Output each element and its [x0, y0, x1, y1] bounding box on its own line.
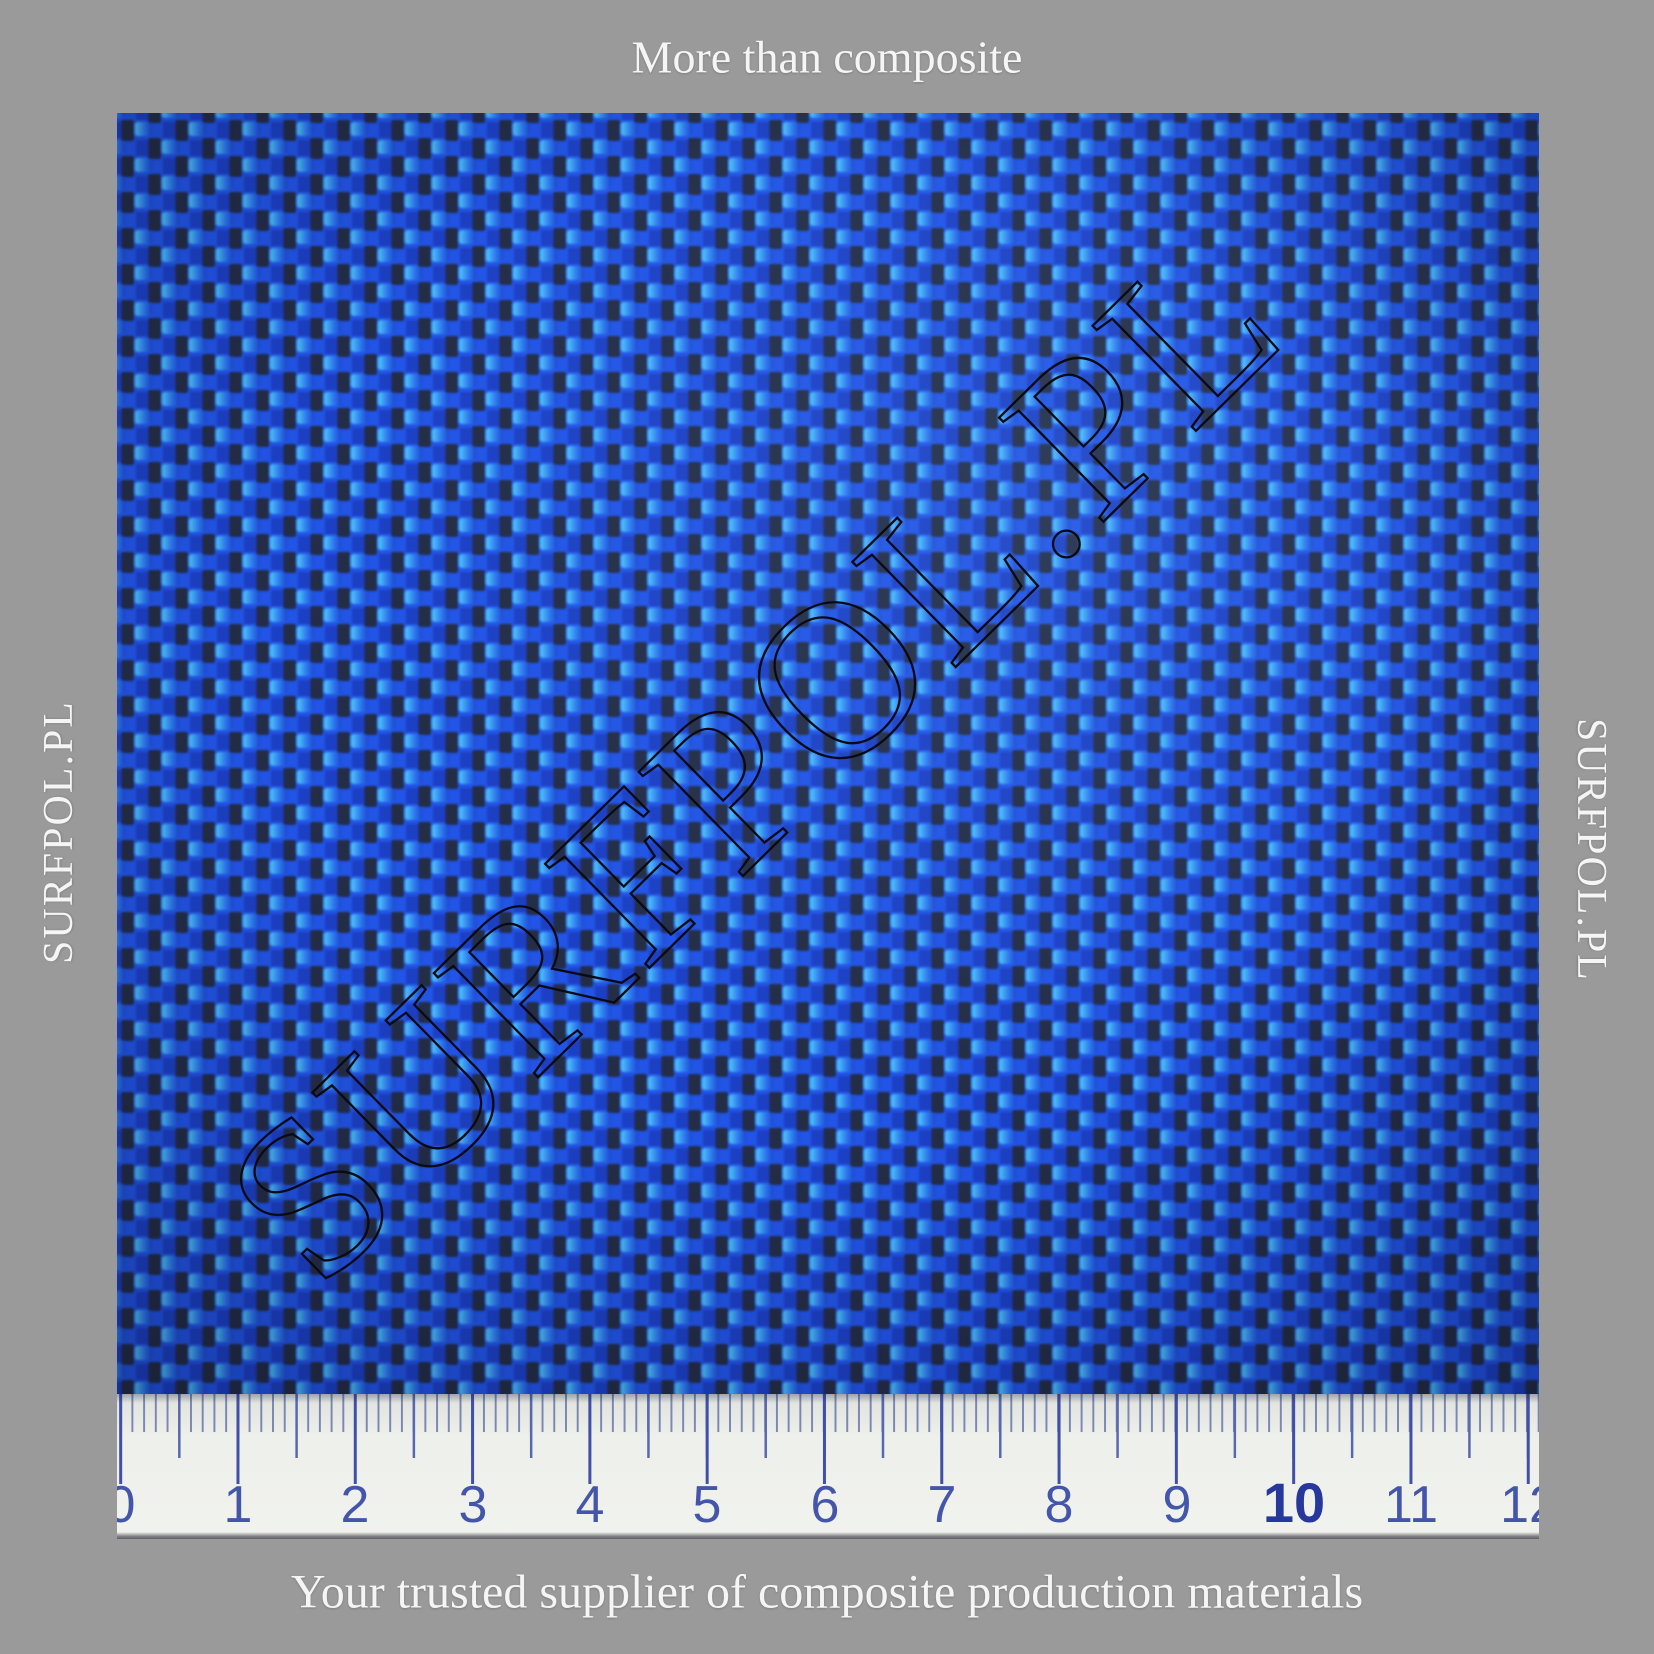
ruler-number-8: 8	[1044, 1476, 1074, 1534]
ruler-number-2: 2	[340, 1476, 370, 1534]
ruler-number-9: 9	[1162, 1476, 1192, 1534]
ruler-number-12: 12	[1500, 1476, 1539, 1534]
vignette	[117, 113, 1539, 1394]
ruler-number-3: 3	[458, 1476, 488, 1534]
fabric-weave: SURFPOL.PL	[117, 113, 1539, 1394]
ruler-number-11: 11	[1384, 1476, 1438, 1534]
ruler-number-5: 5	[692, 1476, 722, 1534]
ruler-number-1: 1	[223, 1476, 253, 1534]
bottom-tagline: Your trusted supplier of composite produ…	[290, 1565, 1364, 1619]
ruler-number-6: 6	[810, 1476, 840, 1534]
ruler-number-7: 7	[927, 1476, 957, 1534]
ruler-number-4: 4	[575, 1476, 605, 1534]
fabric-photo: SURFPOL.PL 0 1 2 3 4 5 6 7 8 9 10 11 12	[117, 113, 1539, 1539]
side-label-right: SURFPOL.PL	[1568, 718, 1614, 982]
top-tagline: More than composite	[631, 31, 1023, 83]
ruler-number-10: 10	[1262, 1471, 1326, 1534]
ruler: 0 1 2 3 4 5 6 7 8 9 10 11 12	[117, 1394, 1539, 1539]
side-label-left: SURFPOL.PL	[36, 700, 82, 964]
ruler-number-0: 0	[117, 1476, 136, 1534]
